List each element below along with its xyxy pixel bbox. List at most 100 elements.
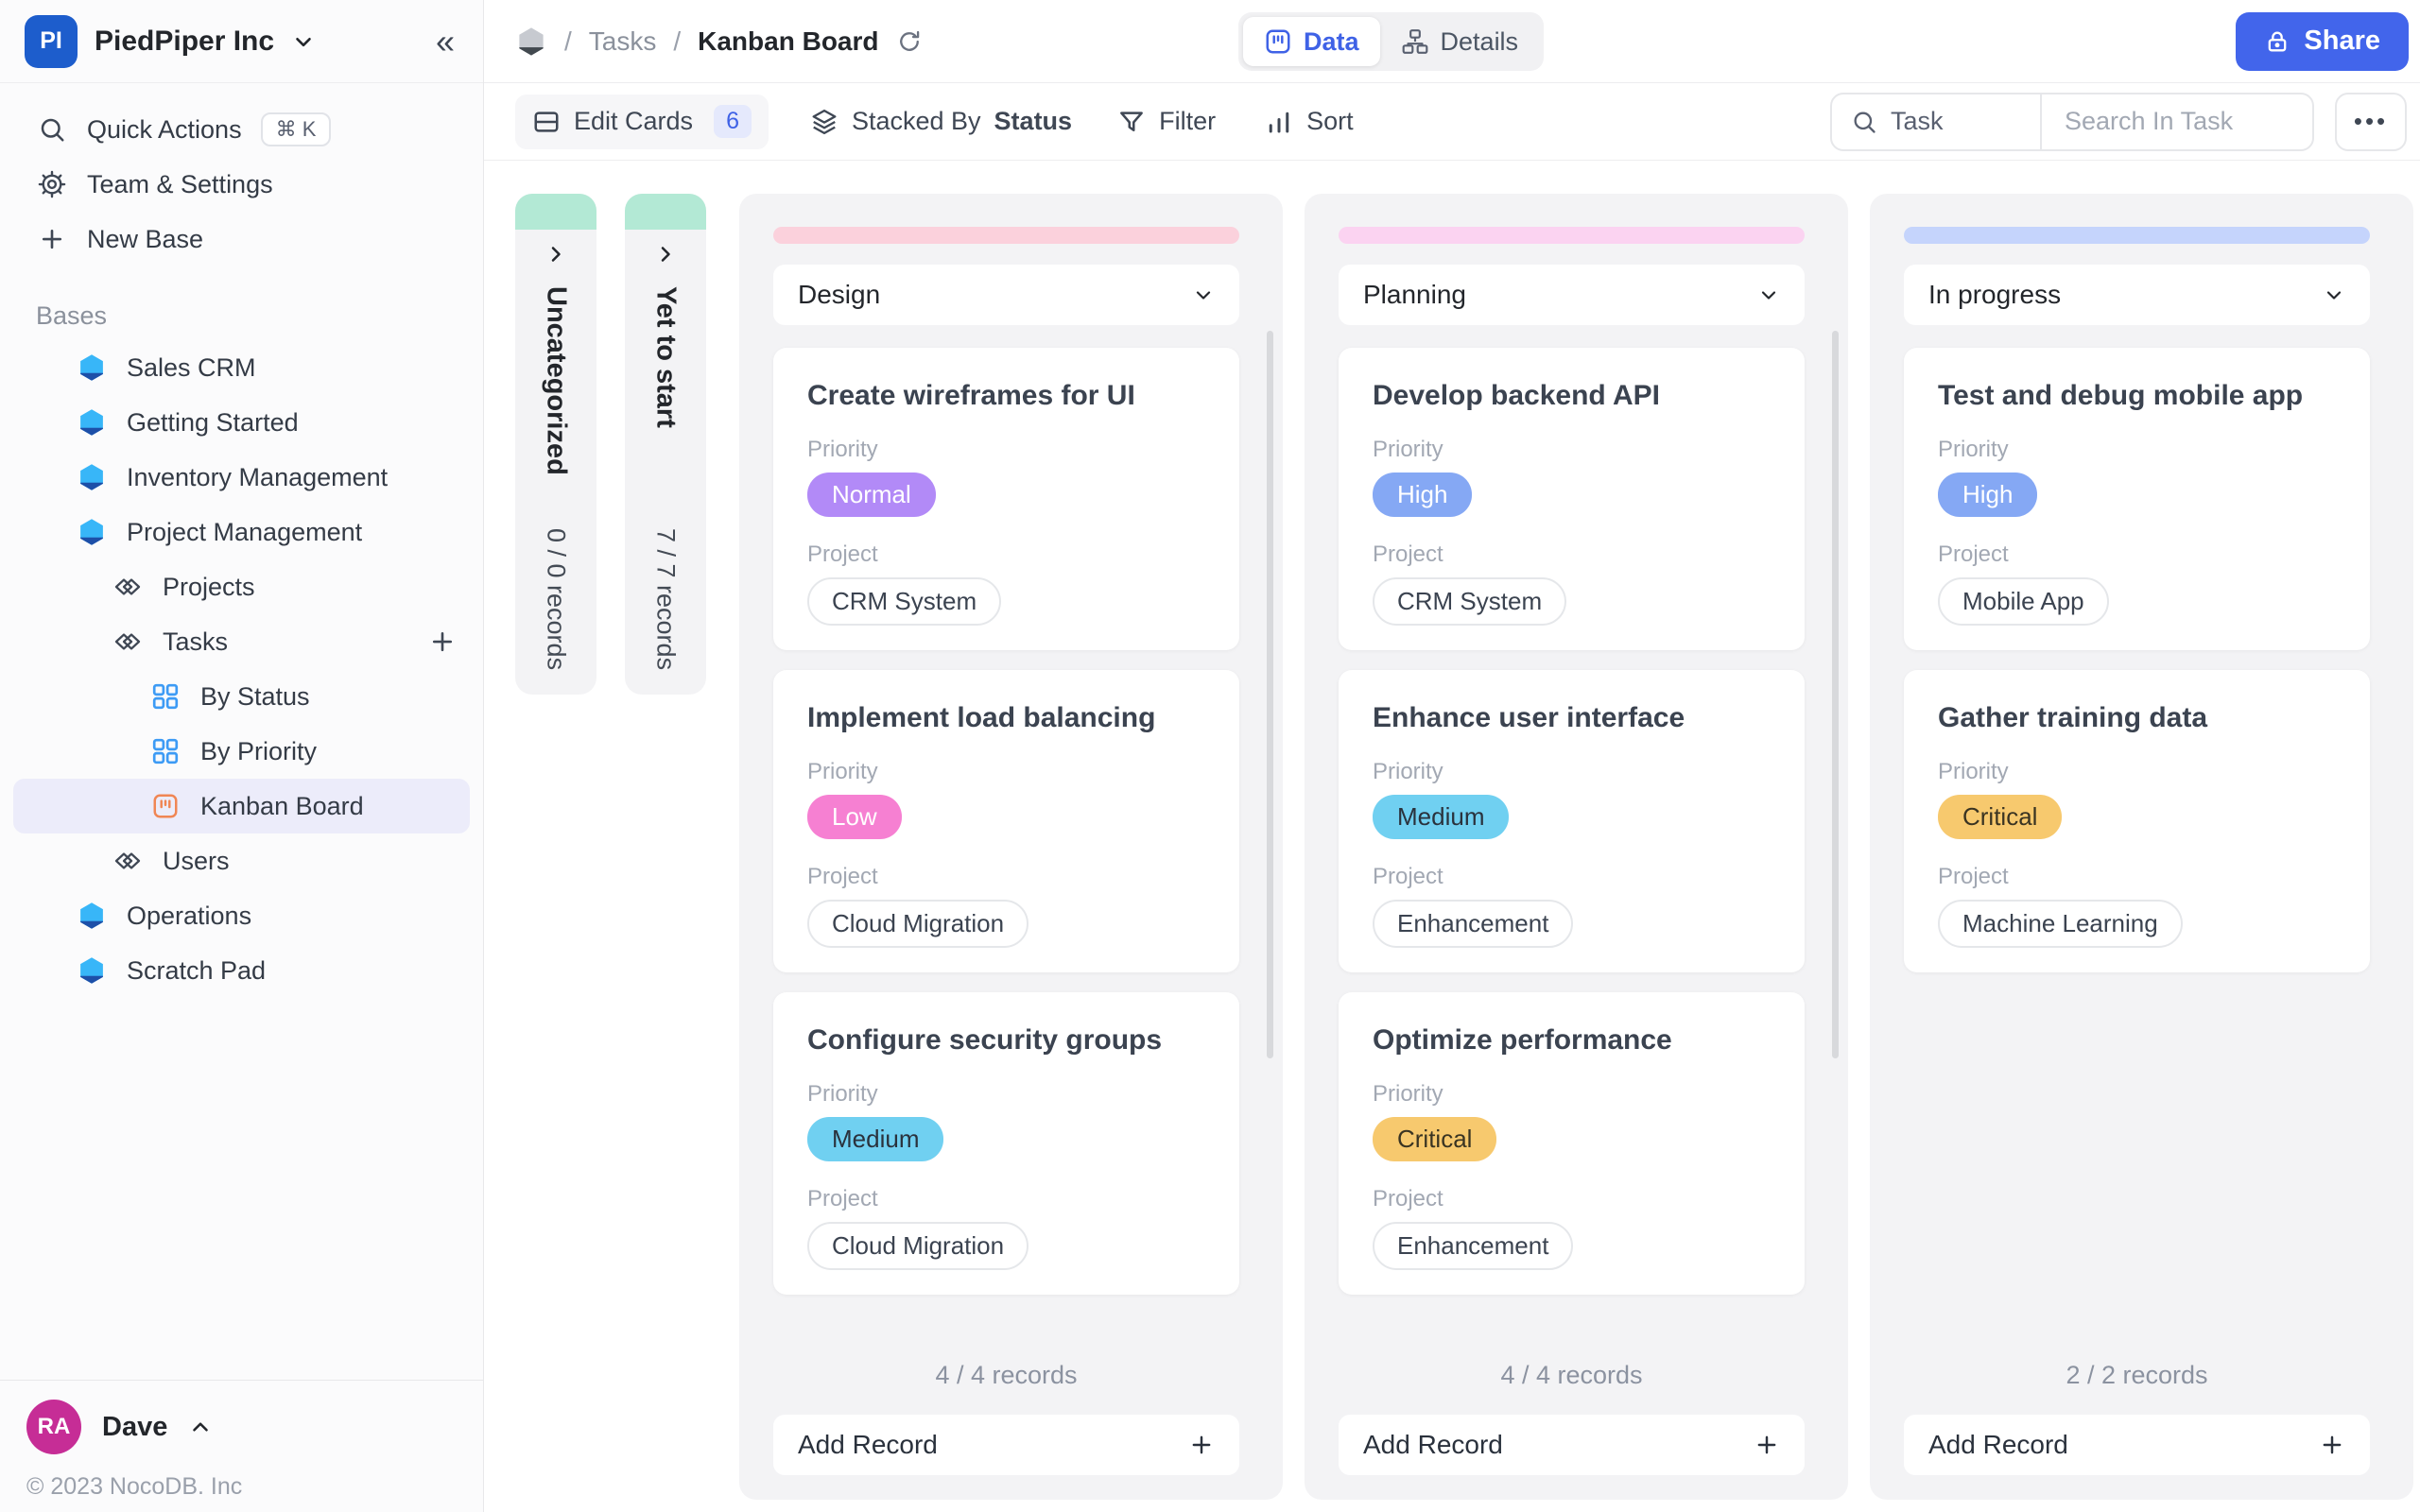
add-record-button[interactable]: Add Record <box>773 1415 1239 1475</box>
card-title: Develop backend API <box>1373 380 1660 411</box>
chevron-right-icon[interactable] <box>654 243 677 266</box>
project-chip: CRM System <box>807 577 1002 626</box>
stacked-by-prefix: Stacked By <box>851 107 981 135</box>
sidebar-item-view-by-status[interactable]: By Status <box>0 669 483 724</box>
sidebar-item-base-inventory-management[interactable]: Inventory Management <box>0 450 483 505</box>
sitemap-icon <box>1401 27 1429 56</box>
kanban-card[interactable]: Develop backend API Priority High Projec… <box>1339 348 1805 650</box>
chevron-down-icon <box>1757 284 1780 306</box>
breadcrumb-table[interactable]: Tasks <box>588 26 657 56</box>
sidebar-collapse-icon[interactable]: « <box>435 21 455 60</box>
add-record-label: Add Record <box>1363 1430 1503 1459</box>
workspace-switcher[interactable]: PI PiedPiper Inc « <box>0 0 483 83</box>
project-field-label: Project <box>807 541 878 567</box>
plus-icon <box>36 225 68 253</box>
project-field-label: Project <box>1938 541 2009 567</box>
stack-planning: Planning Develop backend API Priority Hi… <box>1305 194 1848 1500</box>
stack-accent-bar <box>1904 227 2370 244</box>
layers-icon <box>810 108 838 136</box>
add-record-label: Add Record <box>1928 1430 2068 1459</box>
base-label: Inventory Management <box>127 462 389 491</box>
priority-field-label: Priority <box>807 437 878 462</box>
share-button[interactable]: Share <box>2236 11 2409 71</box>
sidebar-item-base-sales-crm[interactable]: Sales CRM <box>0 340 483 395</box>
breadcrumb-separator: / <box>673 26 682 56</box>
kanban-card[interactable]: Optimize performance Priority Critical P… <box>1339 992 1805 1295</box>
main-area: / Tasks / Kanban Board Data <box>484 0 2420 1512</box>
base-hexagon-icon <box>515 26 547 58</box>
sidebar-item-team-settings[interactable]: Team & Settings <box>0 157 483 212</box>
priority-badge: High <box>1373 472 1473 517</box>
search-input[interactable]: Search In Task <box>2065 107 2234 135</box>
base-hexagon-icon <box>76 517 108 547</box>
refresh-icon[interactable] <box>896 28 923 55</box>
tab-details-label: Details <box>1440 26 1519 56</box>
sidebar-item-table-users[interactable]: Users <box>0 833 483 888</box>
tab-data-label: Data <box>1304 26 1359 56</box>
base-label: Operations <box>127 901 252 930</box>
sort-button[interactable]: Sort <box>1265 107 1354 136</box>
priority-field-label: Priority <box>1373 1081 1443 1107</box>
base-hexagon-icon <box>76 901 108 931</box>
card-title: Implement load balancing <box>807 702 1156 733</box>
chevron-right-icon[interactable] <box>544 243 567 266</box>
kanban-card[interactable]: Gather training data Priority Critical P… <box>1904 670 2370 972</box>
stack-title-dropdown[interactable]: In progress <box>1904 265 2370 325</box>
toolbar-more-button[interactable]: ••• <box>2335 92 2407 151</box>
kanban-card[interactable]: Configure security groups Priority Mediu… <box>773 992 1239 1295</box>
lock-icon <box>2264 28 2290 55</box>
collapsed-stack-uncategorized[interactable]: Uncategorized 0 / 0 records <box>515 194 596 695</box>
breadcrumb: / Tasks / Kanban Board <box>515 26 923 58</box>
add-record-button[interactable]: Add Record <box>1904 1415 2370 1475</box>
sidebar-item-base-operations[interactable]: Operations <box>0 888 483 943</box>
card-title: Test and debug mobile app <box>1938 380 2304 411</box>
stack-title-dropdown[interactable]: Planning <box>1339 265 1805 325</box>
stack-footer: 4 / 4 records Add Record <box>1339 1361 1805 1475</box>
gear-icon <box>36 170 68 198</box>
sidebar-item-base-scratch-pad[interactable]: Scratch Pad <box>0 943 483 998</box>
stack-title-dropdown[interactable]: Design <box>773 265 1239 325</box>
plus-icon <box>1754 1432 1780 1458</box>
search-field-selector[interactable]: Task <box>1832 94 2042 149</box>
sidebar-item-base-getting-started[interactable]: Getting Started <box>0 395 483 450</box>
sidebar-item-view-kanban-board[interactable]: Kanban Board <box>13 779 470 833</box>
grid-view-icon <box>149 682 182 711</box>
stacked-by-button[interactable]: Stacked By Status <box>810 107 1072 136</box>
kanban-card[interactable]: Test and debug mobile app Priority High … <box>1904 348 2370 650</box>
tab-data[interactable]: Data <box>1243 17 1380 66</box>
sidebar-item-view-by-priority[interactable]: By Priority <box>0 724 483 779</box>
collapsed-stack-yet-to-start[interactable]: Yet to start 7 / 7 records <box>625 194 706 695</box>
stack-scrollbar[interactable] <box>1832 331 1839 1058</box>
kanban-card[interactable]: Enhance user interface Priority Medium P… <box>1339 670 1805 972</box>
card-title: Configure security groups <box>807 1024 1163 1056</box>
edit-cards-button[interactable]: Edit Cards 6 <box>515 94 769 149</box>
stack-color-cap <box>515 194 596 230</box>
quick-actions[interactable]: Quick Actions ⌘ K <box>0 102 483 157</box>
stacked-by-field: Status <box>994 107 1073 135</box>
sidebar-item-base-project-management[interactable]: Project Management <box>0 505 483 559</box>
collapsed-stack-title: Yet to start <box>650 286 682 428</box>
topbar: / Tasks / Kanban Board Data <box>484 0 2420 83</box>
sidebar-item-table-projects[interactable]: Projects <box>0 559 483 614</box>
stack-accent-bar <box>773 227 1239 244</box>
search-field-value: Task <box>1891 107 1944 135</box>
user-menu[interactable]: RA Dave <box>26 1400 457 1454</box>
add-record-button[interactable]: Add Record <box>1339 1415 1805 1475</box>
edit-cards-label: Edit Cards <box>574 107 694 135</box>
priority-badge: High <box>1938 472 2038 517</box>
chevron-down-icon <box>1192 284 1215 306</box>
kanban-view-icon <box>149 792 182 820</box>
sidebar-item-new-base[interactable]: New Base <box>0 212 483 266</box>
kanban-card[interactable]: Implement load balancing Priority Low Pr… <box>773 670 1239 972</box>
filter-button[interactable]: Filter <box>1117 107 1216 136</box>
funnel-icon <box>1117 108 1146 136</box>
kanban-card[interactable]: Create wireframes for UI Priority Normal… <box>773 348 1239 650</box>
view-toolbar: Edit Cards 6 Stacked By Status Filter <box>484 83 2420 161</box>
add-view-button[interactable] <box>428 627 457 656</box>
sidebar-item-table-tasks[interactable]: Tasks <box>0 614 483 669</box>
stack-scrollbar[interactable] <box>1267 331 1273 1058</box>
project-chip: Mobile App <box>1938 577 2109 626</box>
stack-record-count: 4 / 4 records <box>1500 1361 1643 1389</box>
card-icon <box>532 108 561 136</box>
tab-details[interactable]: Details <box>1380 17 1540 66</box>
